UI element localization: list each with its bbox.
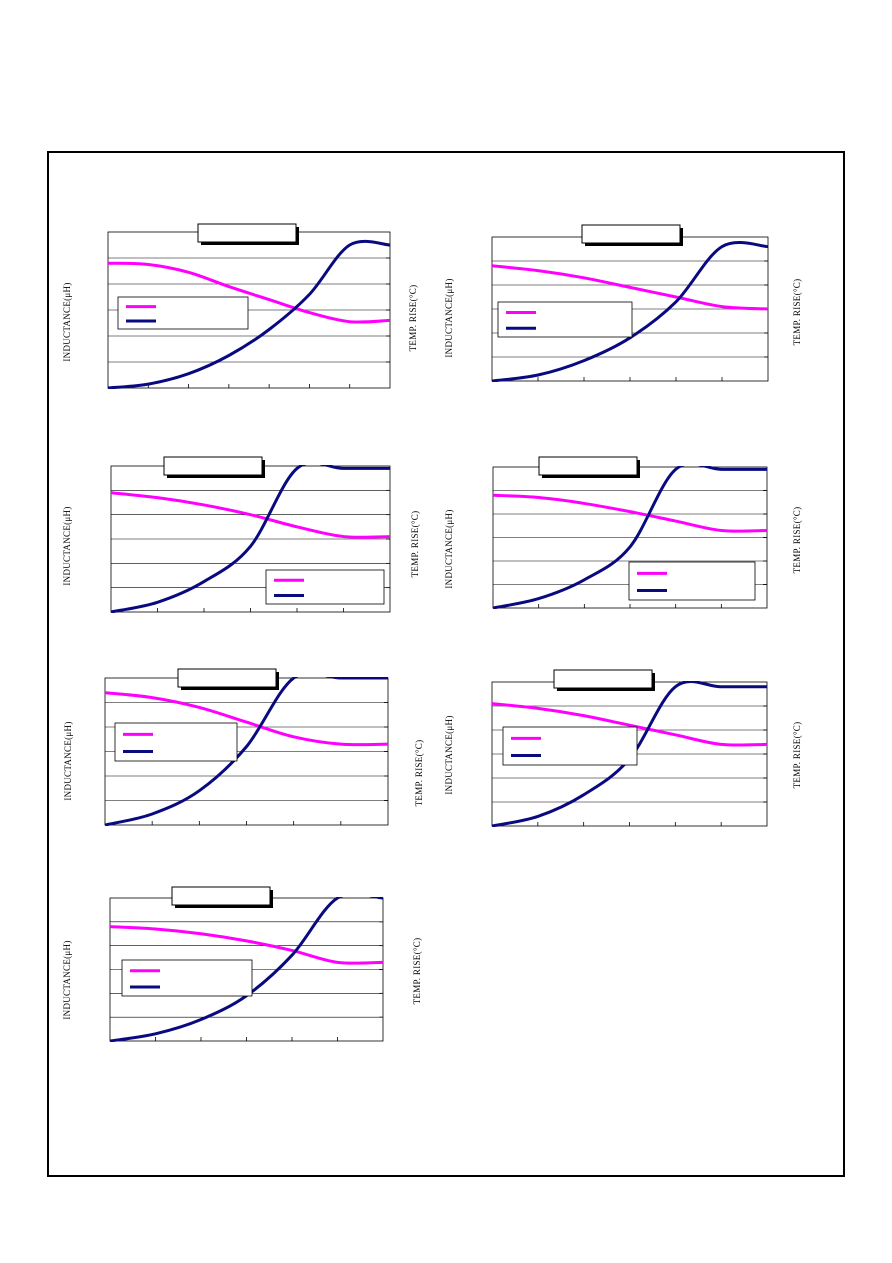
legend-box <box>497 301 633 338</box>
legend-box <box>114 722 238 762</box>
temp-rise-line <box>108 239 390 389</box>
title-box <box>171 886 271 906</box>
y2-axis-label: TEMP. RISE(°C) <box>410 511 420 578</box>
title-box <box>177 668 277 688</box>
legend-box <box>121 959 253 997</box>
temp-rise-line <box>493 466 767 609</box>
y-axis-label: INDUCTANCE(μH) <box>63 721 73 800</box>
title-box <box>163 456 263 476</box>
y2-axis-label: TEMP. RISE(°C) <box>792 279 802 346</box>
inductance-line <box>111 491 390 539</box>
inductance-line <box>110 925 383 965</box>
legend-box <box>265 569 385 605</box>
temp-rise-line <box>111 465 390 613</box>
y-axis-label: INDUCTANCE(μH) <box>444 715 454 794</box>
title-box <box>553 669 653 689</box>
y-axis-label: INDUCTANCE(μH) <box>62 940 72 1019</box>
inductance-line <box>492 264 768 311</box>
y2-axis-label: TEMP. RISE(°C) <box>792 722 802 789</box>
y2-axis-label: TEMP. RISE(°C) <box>408 285 418 352</box>
y-axis-label: INDUCTANCE(μH) <box>444 278 454 357</box>
legend-box <box>117 296 249 330</box>
legend-box <box>502 726 638 766</box>
inductance-line <box>105 691 388 747</box>
temp-rise-line <box>492 241 768 382</box>
inductance-line <box>108 261 390 324</box>
inductance-line <box>492 702 767 747</box>
title-box <box>197 223 297 243</box>
title-box <box>538 456 638 476</box>
y2-axis-label: TEMP. RISE(°C) <box>414 740 424 807</box>
y-axis-label: INDUCTANCE(μH) <box>62 282 72 361</box>
inductance-line <box>493 493 767 533</box>
temp-rise-line <box>105 677 388 826</box>
title-box <box>581 224 681 244</box>
y2-axis-label: TEMP. RISE(°C) <box>792 507 802 574</box>
y-axis-label: INDUCTANCE(μH) <box>444 509 454 588</box>
legend-box <box>628 561 756 601</box>
page-frame <box>47 151 845 1177</box>
y2-axis-label: TEMP. RISE(°C) <box>412 938 422 1005</box>
y-axis-label: INDUCTANCE(μH) <box>62 506 72 585</box>
